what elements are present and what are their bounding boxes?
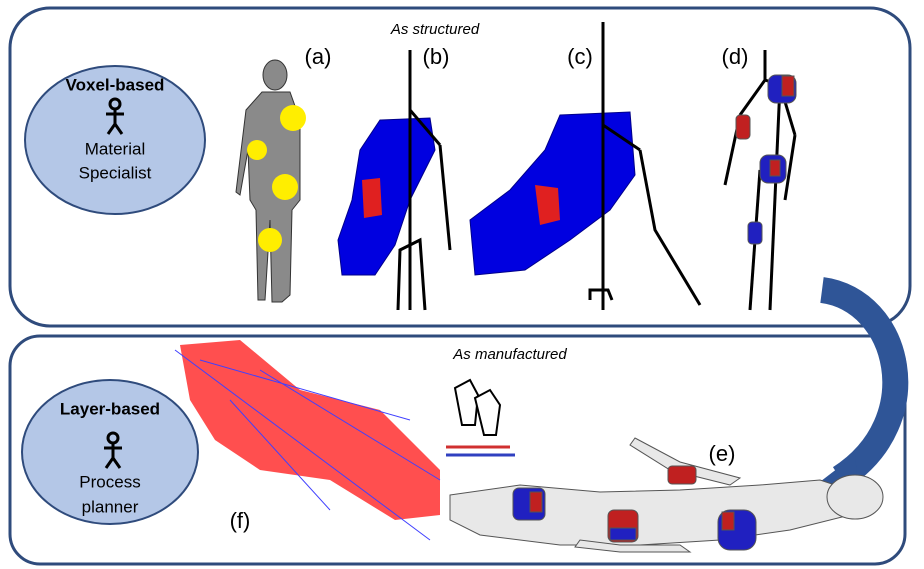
role-method: Layer-based xyxy=(60,399,160,418)
voxel-region xyxy=(362,178,382,218)
sub-label: (e) xyxy=(709,441,736,466)
sub-label: (f) xyxy=(230,508,251,533)
panel-title: As manufactured xyxy=(452,346,567,363)
role-method: Voxel-based xyxy=(66,75,165,94)
role-actor: planner xyxy=(82,497,139,516)
role-actor: Material xyxy=(85,139,145,158)
sub-label: (c) xyxy=(567,44,593,69)
figure: Voxel-based Material Specialist As struc… xyxy=(0,0,924,569)
role-actor: Specialist xyxy=(79,163,152,182)
role-actor: Process xyxy=(79,472,140,491)
sub-label: (d) xyxy=(722,44,749,69)
sub-label: (a) xyxy=(305,44,332,69)
panel-title: As structured xyxy=(390,21,480,38)
sub-label: (b) xyxy=(423,44,450,69)
